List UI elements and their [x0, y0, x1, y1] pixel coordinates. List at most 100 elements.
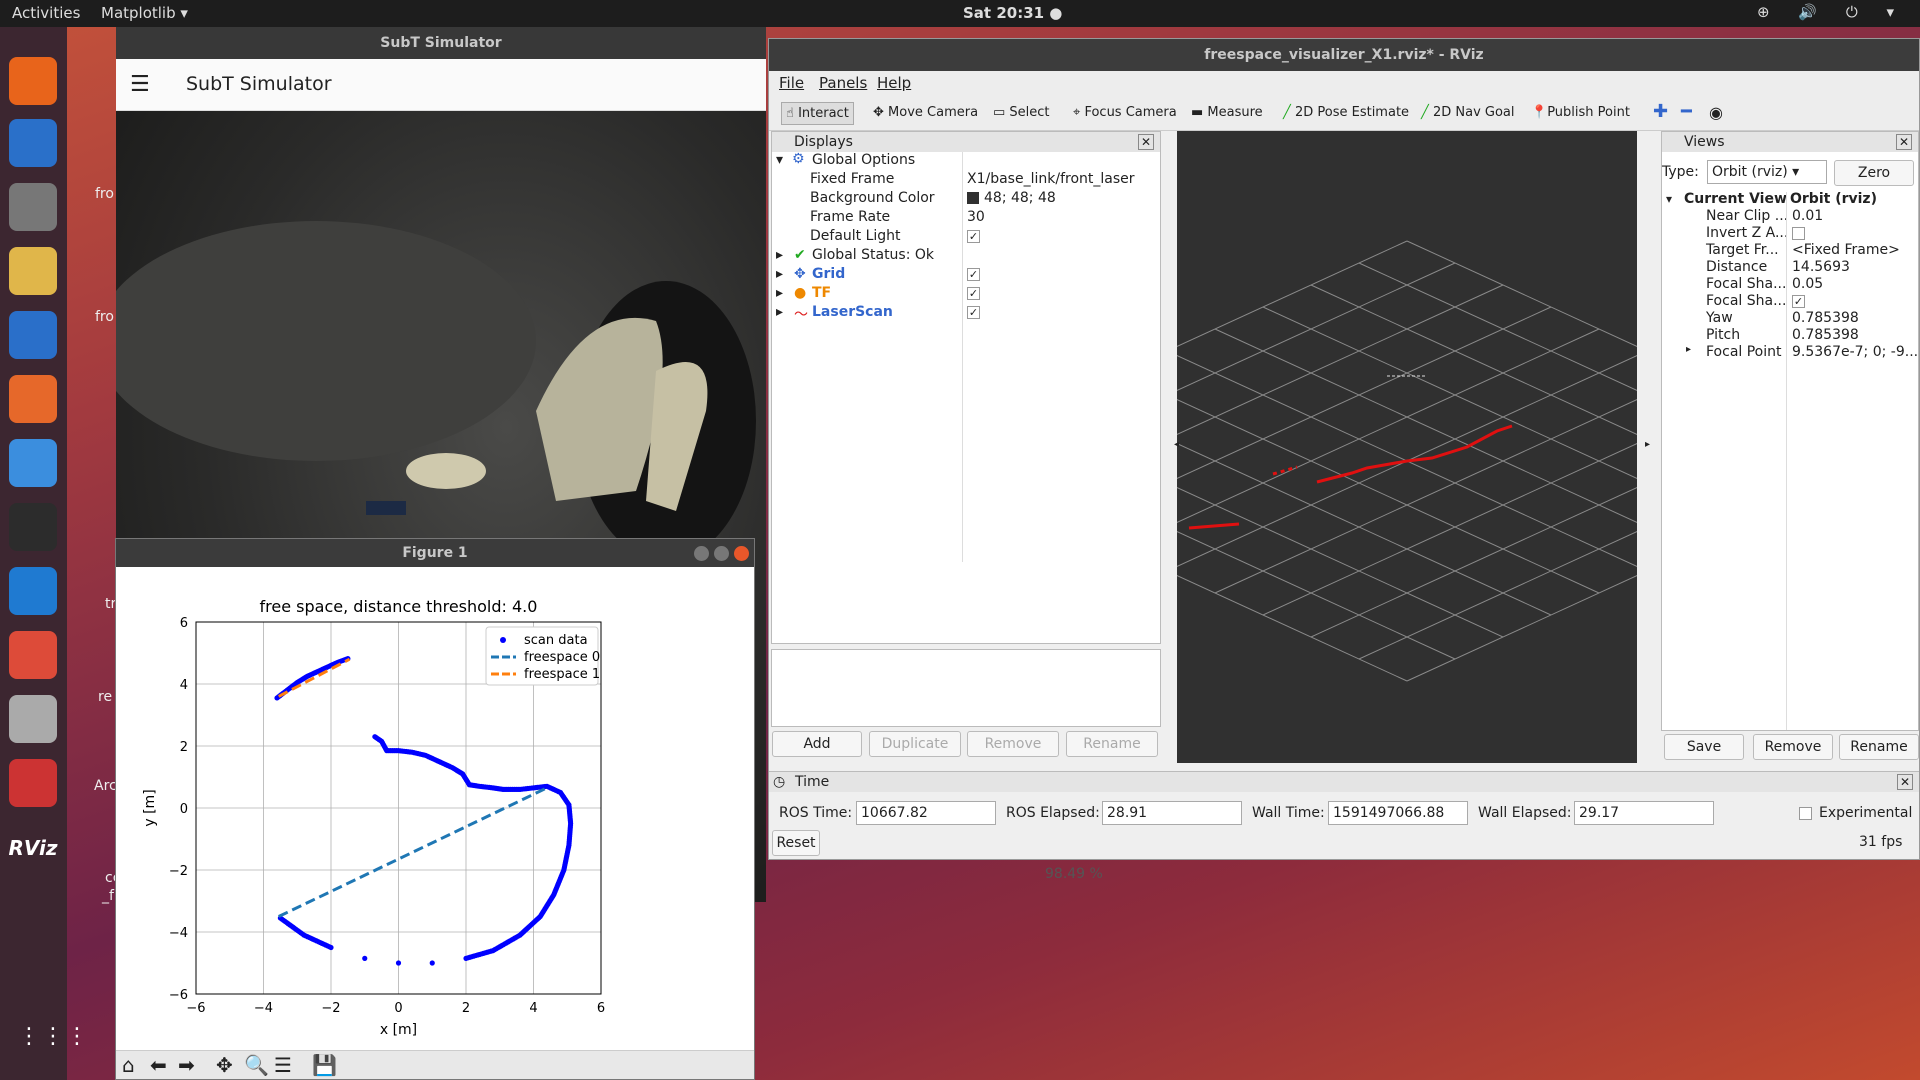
- files-icon[interactable]: [9, 183, 57, 231]
- rename-view-button[interactable]: Rename: [1839, 734, 1919, 760]
- menu-help[interactable]: Help: [877, 74, 912, 92]
- show-apps-icon[interactable]: ⋮⋮⋮: [18, 1024, 90, 1049]
- desktop-icon-label[interactable]: fro: [95, 186, 114, 202]
- display-tf[interactable]: TF: [812, 285, 832, 301]
- color-swatch[interactable]: [967, 192, 979, 204]
- remove-tool-icon[interactable]: ━: [1681, 101, 1692, 122]
- zoom-icon[interactable]: 🔍: [244, 1053, 269, 1077]
- home-icon[interactable]: ⌂: [122, 1053, 135, 1077]
- view-prop-checkbox[interactable]: [1792, 227, 1805, 240]
- rhythmbox-icon[interactable]: [9, 247, 57, 295]
- tool-measure[interactable]: ▬ Measure: [1191, 105, 1263, 120]
- maximize-icon[interactable]: [714, 546, 729, 561]
- terminal-icon[interactable]: [9, 503, 57, 551]
- view-prop-value[interactable]: 0.05: [1792, 276, 1824, 292]
- prop-background-color-value[interactable]: 48; 48; 48: [984, 190, 1056, 206]
- matplotlib-icon[interactable]: [9, 759, 57, 807]
- wall-time-field[interactable]: 1591497066.88: [1328, 801, 1468, 825]
- wall-elapsed-field[interactable]: 29.17: [1574, 801, 1714, 825]
- prop-fixed-frame-value[interactable]: X1/base_link/front_laser: [967, 171, 1135, 187]
- clock[interactable]: Sat 20:31 ●: [963, 4, 1063, 22]
- desktop-icon-label[interactable]: fro: [95, 309, 114, 325]
- tf-checkbox[interactable]: ✓: [967, 287, 980, 300]
- vscode-icon[interactable]: [9, 567, 57, 615]
- minimize-icon[interactable]: [694, 546, 709, 561]
- current-view[interactable]: Current View: [1684, 191, 1787, 207]
- app-menu[interactable]: Matplotlib ▾: [101, 4, 188, 22]
- forward-icon[interactable]: ➡: [178, 1053, 195, 1077]
- expand-arrow-icon[interactable]: ▸: [1686, 344, 1692, 355]
- remove-display-button[interactable]: Remove: [967, 731, 1059, 757]
- expand-arrow-icon[interactable]: ▸: [776, 266, 784, 282]
- tool-properties-icon[interactable]: ◉: [1709, 103, 1723, 122]
- close-icon[interactable]: [734, 546, 749, 561]
- prop-frame-rate-value[interactable]: 30: [967, 209, 985, 225]
- view-prop-value[interactable]: 14.5693: [1792, 259, 1850, 275]
- collapse-left-icon[interactable]: ◂: [1174, 439, 1180, 450]
- close-icon[interactable]: ✕: [1137, 134, 1154, 150]
- activities-button[interactable]: Activities: [12, 4, 81, 22]
- writer-icon[interactable]: [9, 311, 57, 359]
- dock-rviz[interactable]: RViz: [8, 824, 57, 872]
- hamburger-menu-icon[interactable]: ☰: [130, 72, 150, 97]
- tool-select[interactable]: ▭ Select: [993, 105, 1050, 120]
- close-icon[interactable]: ✕: [1896, 774, 1913, 790]
- back-icon[interactable]: ⬅: [150, 1053, 167, 1077]
- expand-arrow-icon[interactable]: ▾: [776, 152, 784, 168]
- tool-focus-camera[interactable]: ⌖ Focus Camera: [1073, 105, 1177, 120]
- global-status[interactable]: Global Status: Ok: [812, 247, 935, 263]
- render-viewport[interactable]: [926, 131, 1888, 763]
- save-icon[interactable]: 💾: [312, 1053, 337, 1077]
- view-prop-value[interactable]: 0.785398: [1792, 310, 1859, 326]
- view-prop-value[interactable]: <Fixed Frame>: [1792, 242, 1900, 258]
- view-prop-value[interactable]: 0.01: [1792, 208, 1824, 224]
- display-laserscan[interactable]: LaserScan: [812, 304, 893, 320]
- laserscan-checkbox[interactable]: ✓: [967, 306, 980, 319]
- global-options[interactable]: Global Options: [812, 152, 916, 168]
- figure-title-bar[interactable]: Figure 1: [116, 539, 754, 567]
- tool-2d-nav-goal[interactable]: ╱ 2D Nav Goal: [1417, 102, 1519, 123]
- save-view-button[interactable]: Save: [1664, 734, 1744, 760]
- rename-display-button[interactable]: Rename: [1066, 731, 1158, 757]
- pan-icon[interactable]: ✥: [216, 1053, 233, 1077]
- mail-icon[interactable]: [9, 119, 57, 167]
- system-tray[interactable]: ⊕ 🔊 ⏻ ▾: [1757, 3, 1906, 21]
- experimental-checkbox[interactable]: [1799, 807, 1812, 820]
- remove-view-button[interactable]: Remove: [1753, 734, 1833, 760]
- view-prop-value[interactable]: 9.5367e-7; 0; -9...: [1792, 344, 1919, 360]
- menu-panels[interactable]: Panels: [819, 74, 868, 92]
- close-icon[interactable]: ✕: [1895, 134, 1912, 150]
- gazebo-icon[interactable]: [9, 695, 57, 743]
- zero-button[interactable]: Zero: [1834, 160, 1914, 186]
- menu-file[interactable]: File: [779, 74, 805, 92]
- view-prop-checkbox[interactable]: ✓: [1792, 295, 1805, 308]
- duplicate-button[interactable]: Duplicate: [869, 731, 961, 757]
- grid-checkbox[interactable]: ✓: [967, 268, 980, 281]
- tool-2d-pose-estimate[interactable]: ╱ 2D Pose Estimate: [1279, 102, 1413, 123]
- chrome-icon[interactable]: [9, 631, 57, 679]
- scan-plot[interactable]: −6−6 −4 −4 −2 −2 0 0 2 2 4 4 6 6 free space, distance…: [116, 567, 755, 1049]
- default-light-checkbox[interactable]: ✓: [967, 230, 980, 243]
- firefox-icon[interactable]: [9, 57, 57, 105]
- expand-arrow-icon[interactable]: ▸: [776, 285, 784, 301]
- ros-elapsed-field[interactable]: 28.91: [1102, 801, 1242, 825]
- add-tool-icon[interactable]: ✚: [1653, 101, 1669, 122]
- help-icon[interactable]: [9, 439, 57, 487]
- view-type-select[interactable]: Orbit (rviz) ▾: [1707, 160, 1827, 184]
- desktop-icon-label[interactable]: _f: [102, 888, 114, 904]
- software-icon[interactable]: [9, 375, 57, 423]
- tool-move-camera[interactable]: ✥ Move Camera: [873, 105, 979, 120]
- expand-arrow-icon[interactable]: ▾: [1666, 192, 1673, 206]
- desktop-icon-label[interactable]: re: [98, 689, 113, 705]
- display-grid[interactable]: Grid: [812, 266, 846, 282]
- expand-arrow-icon[interactable]: ▸: [776, 247, 784, 263]
- desktop-icon-label[interactable]: Arc: [94, 778, 117, 794]
- collapse-right-icon[interactable]: ▸: [1645, 439, 1651, 450]
- desktop-icon-label[interactable]: tr: [105, 596, 117, 612]
- subt-title-bar[interactable]: SubT Simulator: [116, 27, 766, 59]
- ros-time-field[interactable]: 10667.82: [856, 801, 996, 825]
- expand-arrow-icon[interactable]: ▸: [776, 304, 784, 320]
- tool-publish-point[interactable]: 📍Publish Point: [1527, 102, 1634, 123]
- reset-button[interactable]: Reset: [772, 830, 820, 856]
- tool-interact[interactable]: ☝ Interact: [781, 102, 854, 125]
